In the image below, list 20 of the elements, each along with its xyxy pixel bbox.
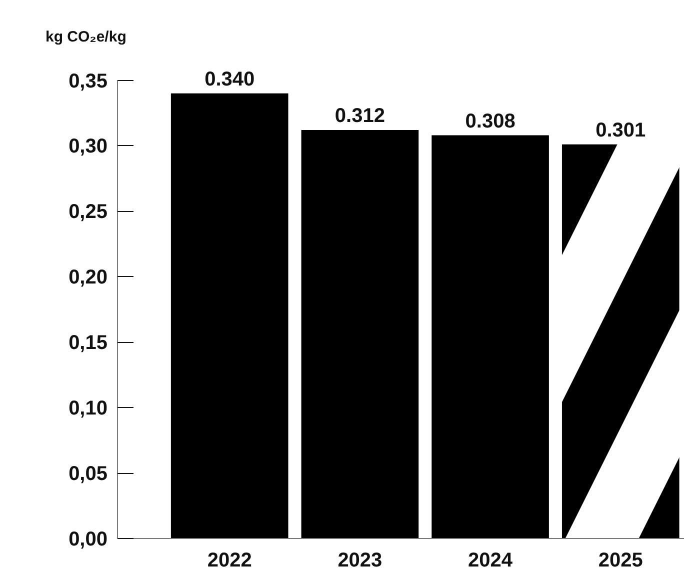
x-tick-label: 2023: [338, 550, 382, 572]
y-tick-label: 0,30: [68, 136, 108, 158]
data-label: 0.340: [204, 68, 255, 90]
data-label: 0.308: [465, 110, 516, 132]
y-tick-label: 0,10: [68, 398, 108, 420]
bar: [301, 130, 419, 538]
y-axis-title: kg CO₂e/kg: [46, 28, 126, 46]
y-tick-label: 0,00: [68, 528, 108, 550]
data-label: 0.301: [596, 119, 646, 142]
bar: [432, 135, 549, 538]
x-tick-label: 2024: [468, 550, 514, 572]
y-tick-label: 0,20: [68, 266, 108, 289]
y-tick-label: 0,15: [68, 332, 108, 354]
x-tick-label: 2025: [598, 550, 643, 572]
y-tick-label: 0,05: [68, 463, 108, 486]
data-label: 0.312: [334, 105, 385, 128]
bar: [170, 93, 288, 538]
x-tick-label: 2022: [207, 550, 252, 572]
y-tick-label: 0,35: [68, 70, 108, 92]
y-tick-label: 0,25: [68, 201, 108, 224]
